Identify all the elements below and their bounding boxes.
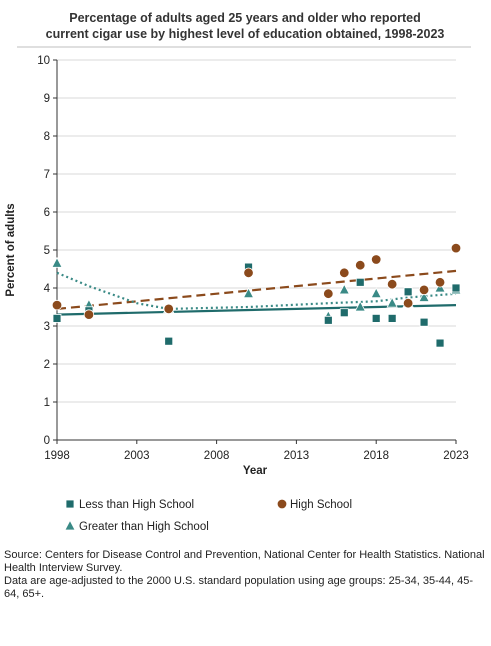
y-tick-label-0: 0 xyxy=(44,435,50,447)
legend-item-less-than-high-school: Less than High School xyxy=(65,499,194,511)
point-high-school-1998 xyxy=(51,299,63,311)
y-tick-label-9: 9 xyxy=(44,93,50,105)
y-axis-title: Percent of adults xyxy=(5,203,17,296)
source-line-1: Source: Centers for Disease Control and … xyxy=(4,549,485,574)
point-high-school-2018 xyxy=(371,254,382,265)
y-tick-label-8: 8 xyxy=(44,131,50,143)
y-tick-label-3: 3 xyxy=(44,321,50,333)
point-greater-than-high-school-2018 xyxy=(370,287,382,299)
point-greater-than-high-school-2016 xyxy=(338,283,350,295)
axes: 0 1 2 3 4 5 6 7 8 9 10 1998 2003 2008 2013 2018 2023 xyxy=(37,55,469,462)
point-high-school-2015 xyxy=(323,288,334,299)
source-note: Source: Centers for Disease Control and … xyxy=(4,549,486,601)
point-high-school-2019 xyxy=(386,279,398,290)
point-less-than-high-school-2021 xyxy=(419,317,429,327)
point-less-than-high-school-2016 xyxy=(339,308,349,318)
y-tick-label-6: 6 xyxy=(44,207,50,219)
point-less-than-high-school-2017 xyxy=(355,277,365,287)
y-tick-label-1: 1 xyxy=(44,397,50,409)
trend-line-greater-than-high-school xyxy=(56,271,457,311)
point-less-than-high-school-2022 xyxy=(435,338,445,348)
point-high-school-2021 xyxy=(418,284,430,296)
point-greater-than-high-school-2017 xyxy=(354,300,366,312)
x-tick-label-2013: 2013 xyxy=(284,450,310,462)
x-tick-label-2003: 2003 xyxy=(124,450,150,462)
x-axis-title: Year xyxy=(243,465,268,477)
legend-label-less-than-high-school: Less than High School xyxy=(79,499,194,511)
point-high-school-2017 xyxy=(355,260,366,271)
legend-symbol-less-than-high-school xyxy=(65,499,75,509)
legend-item-high-school: High School xyxy=(276,498,352,511)
y-tick-label-10: 10 xyxy=(37,55,50,67)
trend-line-high-school xyxy=(56,269,457,310)
point-less-than-high-school-1998 xyxy=(52,313,62,323)
legend-symbol-greater-than-high-school xyxy=(64,519,76,531)
legend-marker-square xyxy=(65,499,75,509)
legend-marker-triangle xyxy=(64,519,76,531)
legend-label-greater-than-high-school: Greater than High School xyxy=(79,521,209,533)
legend: Less than High School High School Greate… xyxy=(64,498,352,533)
legend-label-high-school: High School xyxy=(290,499,352,511)
x-tick-label-2008: 2008 xyxy=(204,450,230,462)
point-less-than-high-school-2023 xyxy=(451,283,461,293)
point-high-school-2022 xyxy=(434,277,446,288)
point-less-than-high-school-2019 xyxy=(387,313,397,323)
point-greater-than-high-school-2019 xyxy=(386,296,398,308)
x-tick-label-1998: 1998 xyxy=(44,450,70,462)
point-less-than-high-school-2005 xyxy=(164,336,174,346)
point-high-school-2010 xyxy=(243,267,254,279)
trend-lines xyxy=(56,269,457,316)
chart-title-line-2: current cigar use by highest level of ed… xyxy=(46,27,445,41)
point-greater-than-high-school-2010 xyxy=(242,287,255,299)
legend-marker-circle xyxy=(276,498,288,510)
point-greater-than-high-school-1998 xyxy=(51,256,63,268)
x-tick-label-2018: 2018 xyxy=(363,450,389,462)
source-line-2: Data are age-adjusted to the 2000 U.S. s… xyxy=(4,575,474,600)
legend-symbol-high-school xyxy=(276,498,288,510)
y-tick-label-5: 5 xyxy=(44,245,50,257)
point-less-than-high-school-2015 xyxy=(323,315,333,325)
point-greater-than-high-school-2021 xyxy=(418,291,430,302)
legend-item-greater-than-high-school: Greater than High School xyxy=(64,519,209,533)
point-high-school-2005 xyxy=(163,303,174,315)
x-tick-label-2023: 2023 xyxy=(443,450,469,462)
point-less-than-high-school-2020 xyxy=(403,287,413,297)
data-points xyxy=(51,242,462,348)
point-high-school-2000 xyxy=(83,309,95,320)
point-less-than-high-school-2018 xyxy=(371,313,381,323)
y-tick-label-7: 7 xyxy=(44,169,50,181)
point-high-school-2016 xyxy=(339,267,350,279)
point-high-school-2020 xyxy=(402,298,414,309)
y-tick-label-4: 4 xyxy=(44,283,51,295)
gridlines xyxy=(57,59,456,403)
chart-title-line-1: Percentage of adults aged 25 years and o… xyxy=(69,11,421,25)
point-high-school-2023 xyxy=(450,242,462,254)
y-tick-label-2: 2 xyxy=(44,359,50,371)
